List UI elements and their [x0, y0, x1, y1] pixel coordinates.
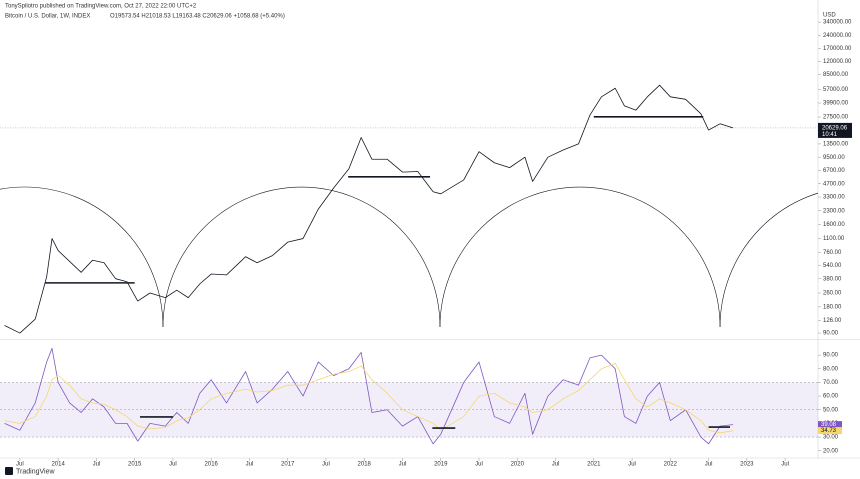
x-tick-label: 2017 — [281, 462, 295, 468]
x-tick-label: Jul — [246, 462, 254, 468]
y-tick-label: 6700.00 — [823, 168, 845, 174]
cycle-arc — [162, 186, 441, 328]
x-tick-label: Jul — [169, 462, 177, 468]
y-tick-label: 2300.00 — [823, 208, 845, 214]
y-unit: USD — [823, 13, 836, 19]
y-tick-label: 340000.00 — [823, 20, 852, 26]
y-tick-label: 80.00 — [823, 366, 839, 372]
x-tick-label: Jul — [705, 462, 713, 468]
x-tick-label: 2020 — [511, 462, 525, 468]
last-price-label: 20629.06 — [822, 125, 848, 131]
x-tick-label: Jul — [399, 462, 407, 468]
last-price-box — [818, 122, 852, 138]
last-value-box — [818, 421, 842, 429]
y-tick-label: 90.00 — [823, 353, 839, 359]
cycle-arc — [719, 192, 818, 328]
y-tick-label: 30.00 — [823, 435, 839, 441]
x-tick-label: 2014 — [51, 462, 65, 468]
x-tick-label: Jul — [322, 462, 330, 468]
y-tick-label: 70.00 — [823, 380, 839, 386]
y-tick-label: 13500.00 — [823, 141, 849, 147]
publisher: TonySpilotro published on TradingView.co… — [5, 4, 197, 10]
y-tick-label: 27500.00 — [823, 115, 849, 121]
y-tick-label: 540.00 — [823, 263, 842, 269]
y-tick-label: 760.00 — [823, 250, 842, 256]
y-tick-label: 85000.00 — [823, 72, 849, 78]
x-tick-label: 2019 — [434, 462, 448, 468]
y-tick-label: 1600.00 — [823, 222, 845, 228]
y-tick-label: 120000.00 — [823, 59, 852, 65]
y-tick-label: 240000.00 — [823, 33, 852, 39]
x-tick-label: Jul — [93, 462, 101, 468]
y-tick-label: 50.00 — [823, 407, 839, 413]
countdown: 10:41 — [822, 132, 838, 138]
last-value-label: 39.08 — [821, 422, 837, 428]
x-tick-label: Jul — [16, 462, 24, 468]
y-tick-label: 39900.00 — [823, 101, 849, 107]
brand-logo — [5, 467, 13, 475]
x-tick-label: Jul — [628, 462, 636, 468]
y-tick-label: 126.00 — [823, 318, 842, 324]
x-tick-label: 2015 — [128, 462, 142, 468]
chart-title: Bitcoin / U.S. Dollar, 1W, INDEX — [5, 14, 90, 20]
y-tick-label: 260.00 — [823, 291, 842, 297]
y-tick-label: 170000.00 — [823, 46, 852, 52]
y-tick-label: 9500.00 — [823, 155, 845, 161]
y-tick-label: 3300.00 — [823, 195, 845, 201]
y-tick-label: 1100.00 — [823, 236, 845, 242]
x-tick-label: Jul — [552, 462, 560, 468]
x-tick-label: 2022 — [664, 462, 678, 468]
cycle-arc — [0, 186, 164, 328]
x-tick-label: 2016 — [205, 462, 219, 468]
y-tick-label: 380.00 — [823, 276, 842, 282]
ohlc: O19573.54 H21018.53 L19163.48 C20629.06 … — [110, 14, 285, 20]
y-tick-label: 180.00 — [823, 304, 842, 310]
y-tick-label: 90.00 — [823, 331, 839, 337]
y-tick-label: 60.00 — [823, 394, 839, 400]
last-value-label: 34.73 — [821, 428, 837, 434]
series-line — [4, 362, 734, 434]
x-tick-label: Jul — [475, 462, 483, 468]
x-tick-label: 2023 — [740, 462, 754, 468]
y-tick-label: 57000.00 — [823, 87, 849, 93]
last-value-box — [818, 427, 842, 435]
series-line — [4, 84, 734, 334]
brand: TradingView — [16, 468, 55, 475]
x-tick-label: Jul — [781, 462, 789, 468]
series-line — [4, 347, 734, 445]
y-tick-label: 20.00 — [823, 448, 839, 454]
x-tick-label: 2021 — [587, 462, 601, 468]
y-tick-label: 4700.00 — [823, 181, 845, 187]
x-tick-label: 2018 — [358, 462, 372, 468]
